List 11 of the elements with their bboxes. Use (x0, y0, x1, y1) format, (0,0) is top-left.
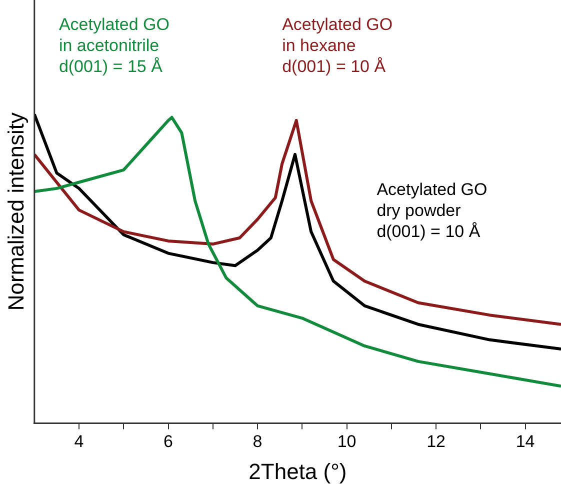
y-axis-title: Normalized intensity (3, 112, 28, 311)
x-tick-label: 4 (74, 432, 84, 452)
x-tick-label: 12 (426, 432, 446, 452)
text: Acetylated GO dry powder d(001) = 10 Å (376, 180, 488, 242)
x-tick-label: 10 (337, 432, 356, 452)
x-axis-title: 2Theta (°) (248, 458, 347, 484)
text: Acetylated GO in hexane d(001) = 10 Å (282, 15, 393, 76)
x-tick-label: 6 (164, 432, 174, 452)
x-tick-label: 8 (252, 432, 262, 452)
x-tick-label: 14 (516, 432, 535, 452)
text: Acetylated GO in acetonitrile d(001) = 15 Å (58, 15, 170, 76)
